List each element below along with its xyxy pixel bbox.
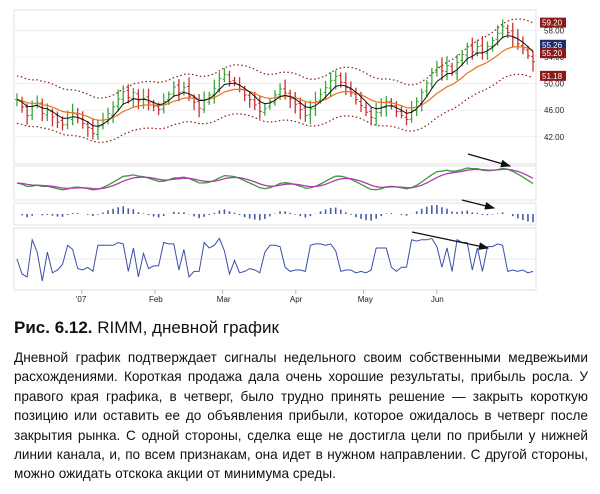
panel-frame: [13, 202, 537, 226]
panel-frame: [13, 165, 537, 201]
channel-layer: [16, 18, 534, 143]
price-tag-label: 55.20: [542, 49, 563, 58]
price-tag-box: [540, 70, 566, 81]
price-tick-label: 58.00: [544, 27, 565, 36]
macd-histogram-panel: [21, 205, 534, 223]
chart-background: [0, 0, 600, 312]
force-index-panel: [14, 237, 536, 282]
x-axis-label: May: [358, 295, 373, 304]
x-axis-label: Apr: [290, 295, 303, 304]
force-index-line: [16, 237, 534, 282]
fast-ema-line: [16, 35, 534, 127]
price-tick-label: 42.00: [544, 133, 565, 142]
panel-frame: [13, 9, 537, 165]
slow-ema-line: [16, 45, 534, 121]
chart-svg: 58.0054.0050.0046.0042.0059.2055.2655.20…: [0, 0, 600, 312]
moving-average-layer: [16, 35, 534, 127]
price-tag-label: 59.20: [542, 19, 563, 28]
price-chart-figure: 58.0054.0050.0046.0042.0059.2055.2655.20…: [0, 0, 600, 312]
price-tick-label: 46.00: [544, 106, 565, 115]
figure-title: RIMM, дневной график: [97, 318, 279, 337]
figure-caption: Рис. 6.12. RIMM, дневной график: [14, 318, 586, 338]
price-tag-box: [540, 48, 566, 59]
divergence-arrow: [461, 199, 496, 210]
divergence-arrows: [411, 153, 512, 250]
macd-signal-line: [16, 168, 534, 190]
macd-panel: [16, 167, 534, 191]
x-axis-label: '07: [76, 295, 87, 304]
price-tag-label: 55.26: [542, 41, 563, 50]
body-paragraph: Дневной график подтверждает сигналы неде…: [14, 350, 588, 482]
price-tag-label: 51.18: [542, 72, 563, 81]
figure-label: Рис. 6.12.: [14, 318, 93, 337]
divergence-arrow: [467, 153, 512, 168]
lower-channel-line: [16, 73, 534, 143]
x-axis-label: Mar: [217, 295, 231, 304]
axis-layer: 58.0054.0050.0046.0042.0059.2055.2655.20…: [76, 17, 566, 304]
x-axis-label: Jun: [431, 295, 444, 304]
divergence-arrow: [411, 231, 490, 250]
price-tag-box: [540, 17, 566, 28]
price-tick-label: 50.00: [544, 80, 565, 89]
price-tag-box: [540, 39, 566, 50]
x-axis-label: Feb: [149, 295, 163, 304]
